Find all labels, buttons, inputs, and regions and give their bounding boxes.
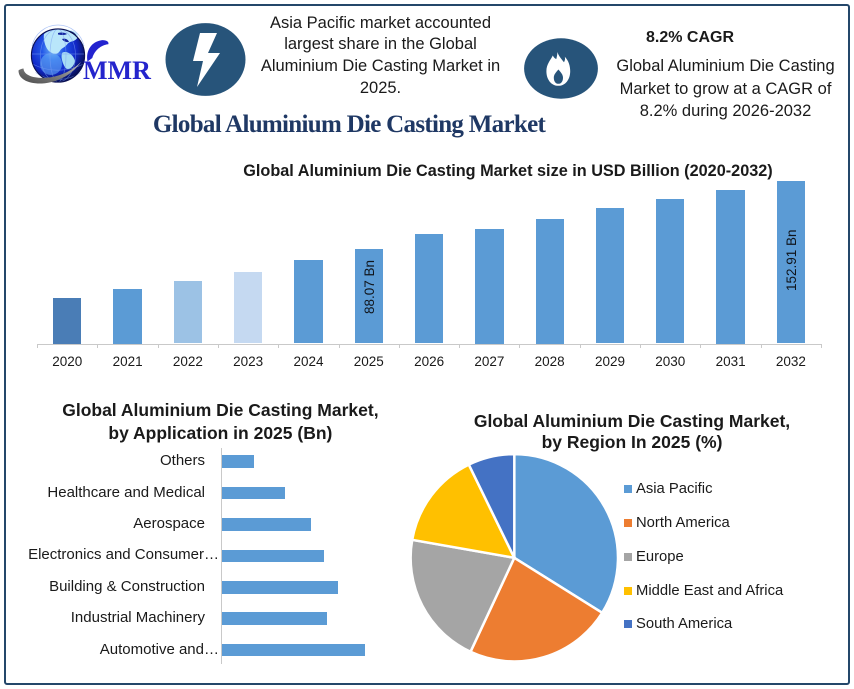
svg-text:MMR: MMR [83,56,151,85]
